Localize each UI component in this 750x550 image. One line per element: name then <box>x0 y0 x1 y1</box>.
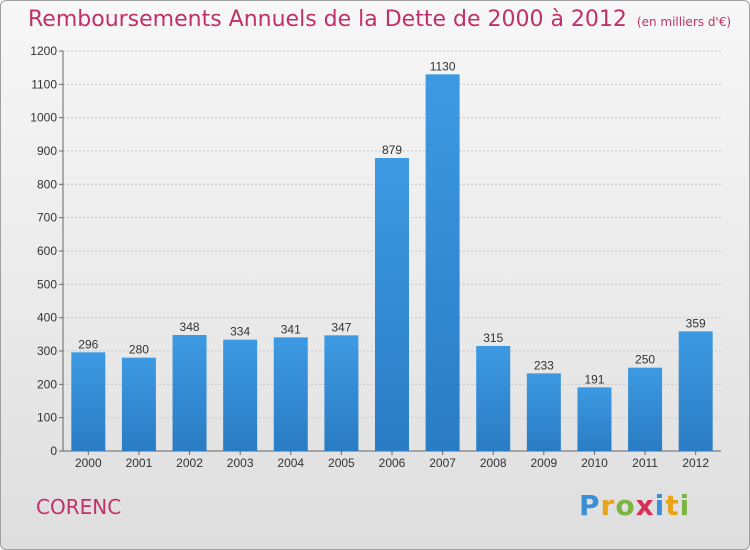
data-label: 341 <box>281 322 301 336</box>
y-tick-label: 1100 <box>31 77 57 91</box>
x-tick-label: 2002 <box>176 456 203 470</box>
bar <box>223 339 258 451</box>
chart-title-text: Remboursements Annuels de la Dette de 20… <box>28 7 627 32</box>
bar <box>121 357 156 451</box>
data-label: 233 <box>534 358 554 372</box>
x-tick-label: 2007 <box>429 456 456 470</box>
y-tick-label: 600 <box>37 244 57 258</box>
x-tick-label: 2000 <box>75 456 102 470</box>
bar <box>273 337 308 451</box>
x-tick-label: 2005 <box>328 456 355 470</box>
x-tick-label: 2008 <box>480 456 507 470</box>
data-label: 334 <box>230 325 250 339</box>
data-label: 280 <box>129 343 149 357</box>
y-tick-label: 1200 <box>30 44 57 58</box>
commune-name: CORENC <box>36 495 122 519</box>
bar <box>476 346 511 451</box>
y-tick-label: 700 <box>37 211 57 225</box>
y-tick-label: 0 <box>50 444 57 458</box>
y-tick-label: 100 <box>37 411 57 425</box>
bar <box>324 335 359 451</box>
bar <box>628 367 663 451</box>
data-label: 315 <box>483 331 503 345</box>
data-label: 250 <box>635 353 655 367</box>
data-label: 296 <box>78 337 98 351</box>
chart-title: Remboursements Annuels de la Dette de 20… <box>28 7 731 32</box>
data-label: 348 <box>180 320 200 334</box>
x-tick-label: 2004 <box>277 456 304 470</box>
x-tick-label: 2010 <box>581 456 608 470</box>
bar <box>526 373 561 451</box>
y-tick-label: 1000 <box>30 111 57 125</box>
data-label: 1130 <box>430 59 456 73</box>
x-tick-label: 2011 <box>632 456 658 470</box>
x-tick-label: 2006 <box>379 456 406 470</box>
x-tick-label: 2009 <box>530 456 557 470</box>
bar <box>678 331 713 451</box>
data-label: 879 <box>382 143 402 157</box>
bar <box>577 387 612 451</box>
bar <box>71 352 106 451</box>
y-tick-label: 300 <box>37 344 57 358</box>
y-tick-label: 500 <box>37 277 57 291</box>
x-tick-label: 2003 <box>227 456 254 470</box>
proxiti-logo: Proxiti <box>579 489 691 522</box>
bar <box>425 74 460 451</box>
bar <box>172 335 207 451</box>
x-tick-label: 2012 <box>682 456 709 470</box>
bar <box>375 158 409 451</box>
data-label: 347 <box>331 320 351 334</box>
data-label: 191 <box>584 372 604 386</box>
x-tick-label: 2001 <box>126 456 153 470</box>
y-tick-label: 900 <box>37 144 57 158</box>
y-tick-label: 400 <box>37 311 57 325</box>
y-tick-label: 800 <box>37 177 57 191</box>
chart-unit: (en milliers d'€) <box>636 15 732 29</box>
data-label: 359 <box>686 316 706 330</box>
y-tick-label: 200 <box>37 377 57 391</box>
